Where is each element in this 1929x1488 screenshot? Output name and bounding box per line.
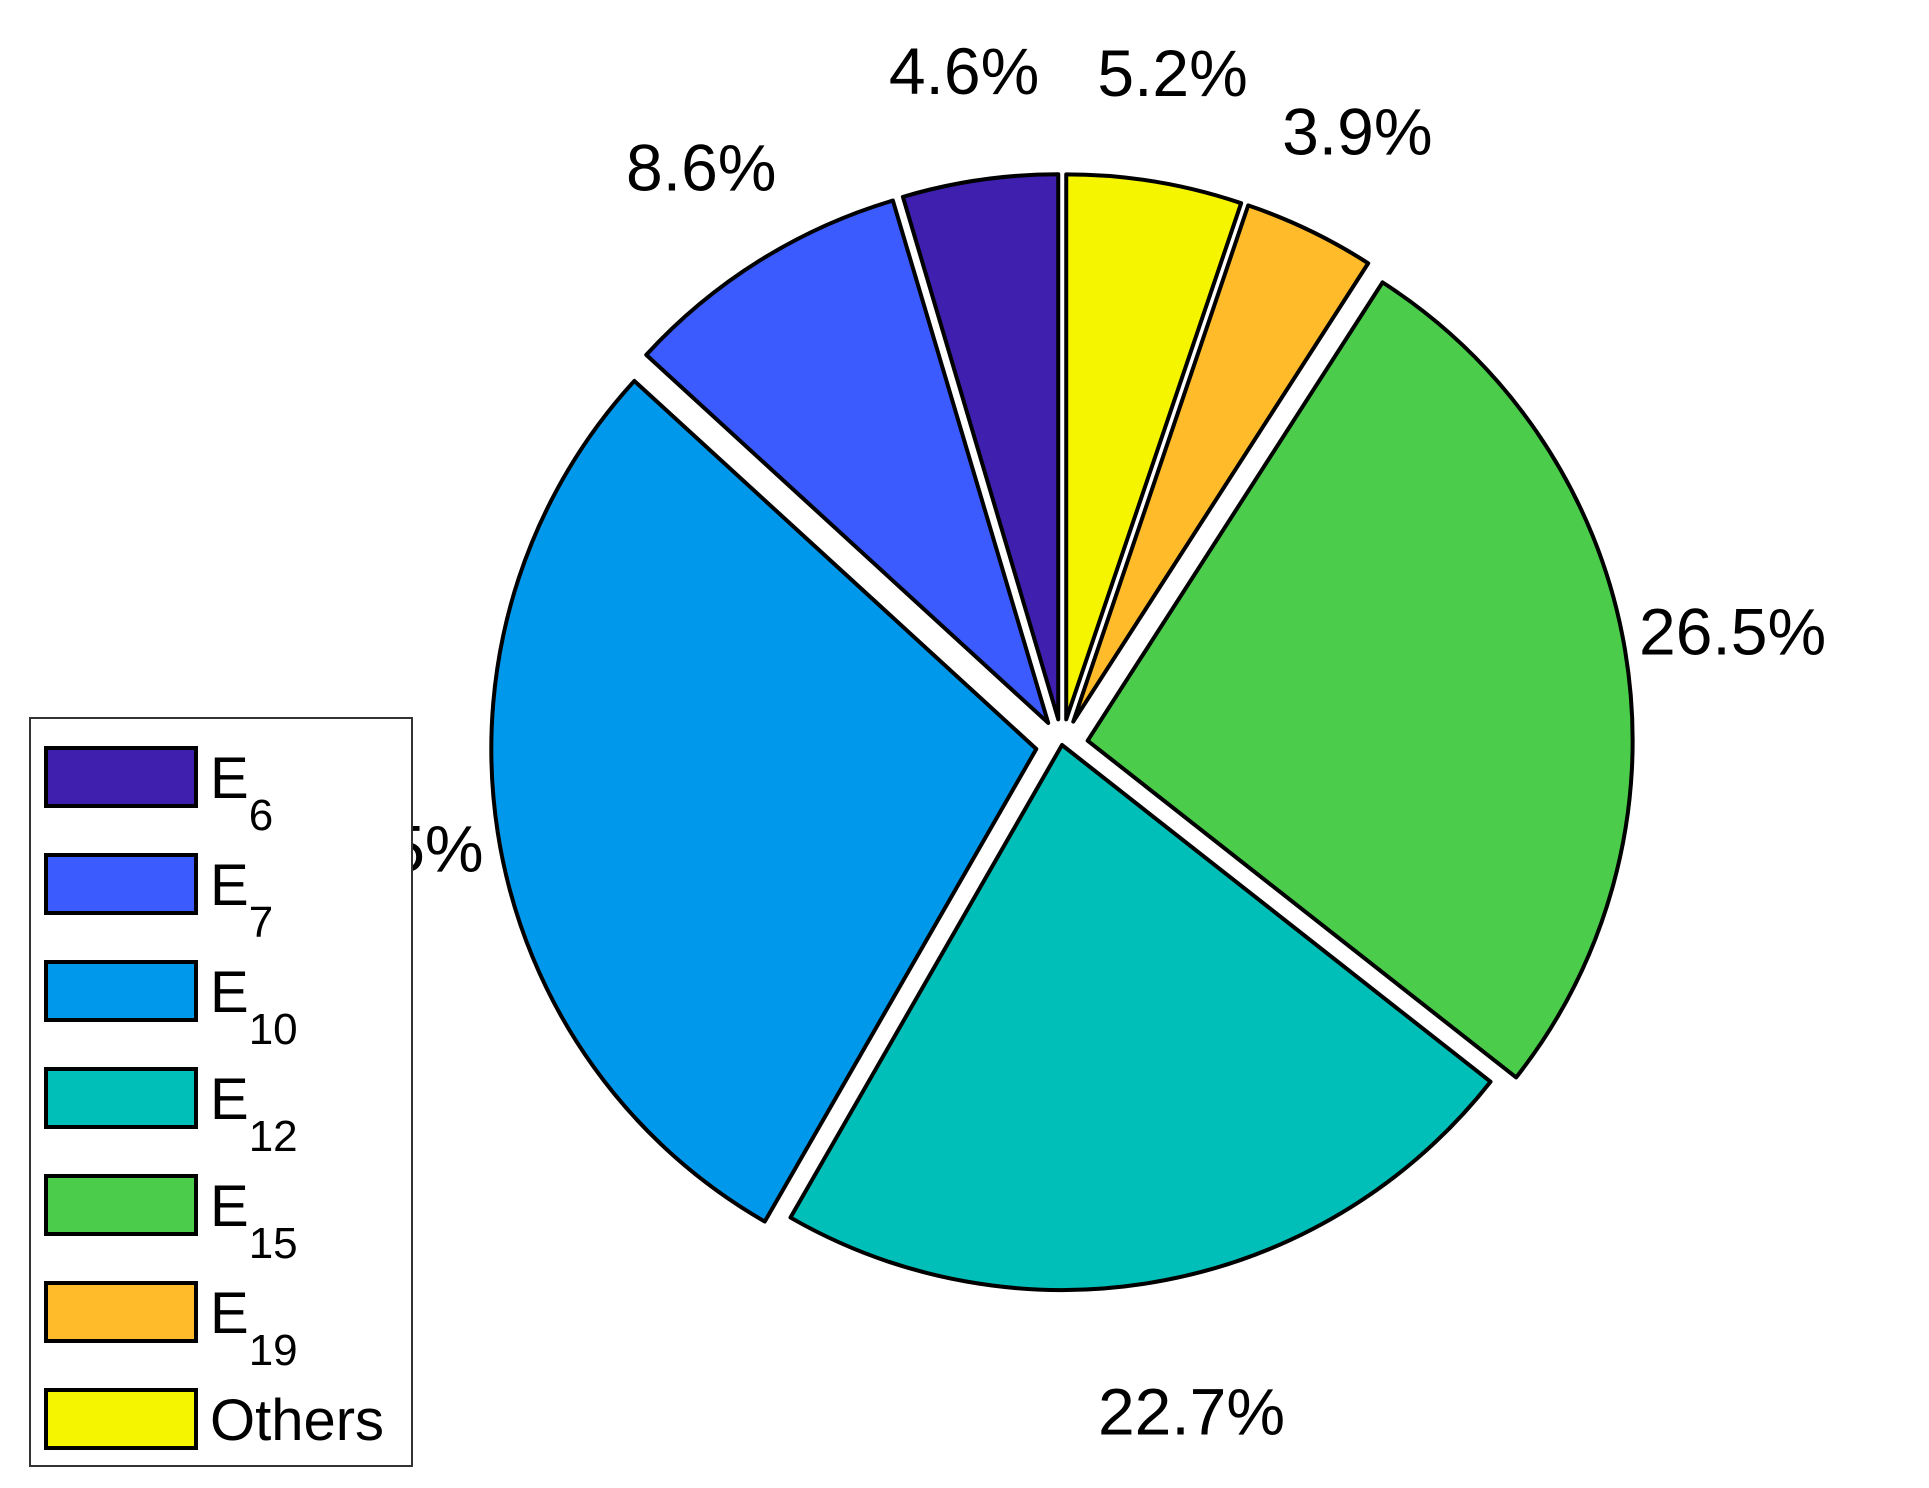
legend-label-e12: E12: [210, 1067, 298, 1161]
legend-swatch-e10: [44, 960, 198, 1022]
legend-item-e7: E7: [44, 853, 273, 947]
legend: E6 E7 E10 E12 E15 E19 Others: [29, 717, 413, 1467]
pie-slice-e19: [1071, 203, 1371, 724]
legend-swatch-e6: [44, 746, 198, 808]
pie-slice-e6: [900, 172, 1061, 722]
legend-item-e12: E12: [44, 1067, 298, 1161]
legend-label-e6: E6: [210, 746, 273, 840]
value-label-e12: 22.7%: [1098, 1375, 1285, 1449]
pie-slice-e10: [489, 378, 1039, 1224]
legend-item-e6: E6: [44, 746, 273, 840]
legend-swatch-e12: [44, 1067, 198, 1129]
legend-label-e19: E19: [210, 1281, 298, 1375]
legend-label-e7: E7: [210, 853, 273, 947]
pie-slice-e15: [1085, 280, 1635, 1080]
pie-slice-e7: [644, 198, 1051, 725]
legend-swatch-e19: [44, 1281, 198, 1343]
value-label-e19: 3.9%: [1282, 94, 1432, 168]
value-label-e6: 4.6%: [889, 34, 1039, 108]
pie-slices: [489, 172, 1635, 1292]
legend-item-e19: E19: [44, 1281, 298, 1375]
value-label-e7: 8.6%: [626, 131, 776, 205]
value-label-others: 5.2%: [1097, 36, 1247, 110]
legend-label-e10: E10: [210, 960, 298, 1054]
legend-swatch-e15: [44, 1174, 198, 1236]
legend-item-e15: E15: [44, 1174, 298, 1268]
legend-item-others: Others: [44, 1388, 384, 1453]
pie-slice-others: [1064, 172, 1244, 722]
pie-slice-e12: [788, 743, 1493, 1292]
value-label-e15: 26.5%: [1639, 594, 1826, 668]
legend-item-e10: E10: [44, 960, 298, 1054]
legend-swatch-e7: [44, 853, 198, 915]
legend-swatch-others: [44, 1388, 198, 1450]
legend-label-e15: E15: [210, 1174, 298, 1268]
legend-label-others: Others: [210, 1388, 384, 1453]
